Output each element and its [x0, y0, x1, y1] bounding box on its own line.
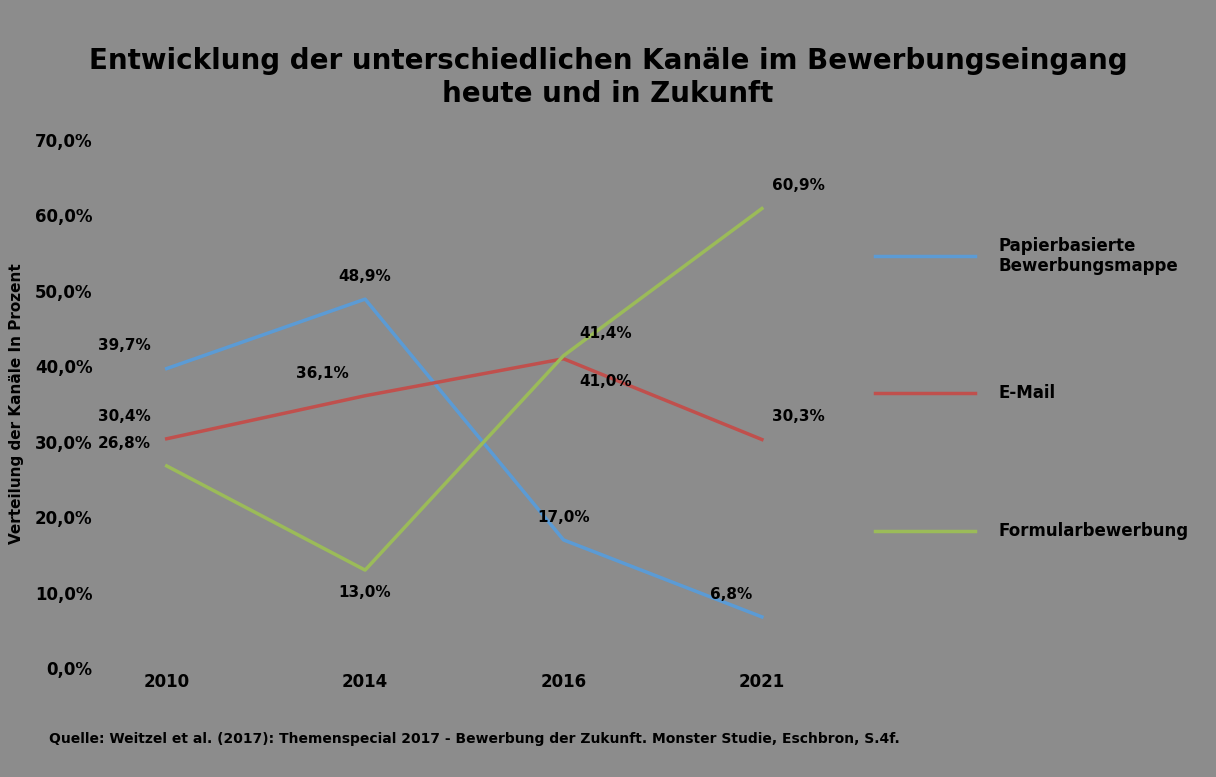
Text: 39,7%: 39,7%	[98, 339, 151, 354]
Text: 6,8%: 6,8%	[710, 587, 751, 602]
Text: 13,0%: 13,0%	[339, 585, 392, 601]
Text: 30,4%: 30,4%	[98, 409, 151, 423]
Text: E-Mail: E-Mail	[998, 385, 1055, 402]
Text: 17,0%: 17,0%	[537, 510, 590, 524]
Text: 60,9%: 60,9%	[772, 179, 824, 193]
Text: Formularbewerbung: Formularbewerbung	[998, 522, 1188, 540]
Text: 26,8%: 26,8%	[97, 436, 151, 451]
Text: Papierbasierte
Bewerbungsmappe: Papierbasierte Bewerbungsmappe	[998, 237, 1178, 276]
Text: 48,9%: 48,9%	[339, 269, 392, 284]
Text: 41,0%: 41,0%	[579, 374, 632, 389]
Text: Quelle: Weitzel et al. (2017): Themenspecial 2017 - Bewerbung der Zukunft. Monst: Quelle: Weitzel et al. (2017): Themenspe…	[49, 732, 900, 746]
Text: 41,4%: 41,4%	[579, 326, 632, 340]
Text: Entwicklung der unterschiedlichen Kanäle im Bewerbungseingang
heute und in Zukun: Entwicklung der unterschiedlichen Kanäle…	[89, 47, 1127, 108]
Text: 36,1%: 36,1%	[297, 366, 349, 381]
Y-axis label: Verteilung der Kanäle In Prozent: Verteilung der Kanäle In Prozent	[9, 263, 23, 545]
Text: 30,3%: 30,3%	[772, 409, 824, 424]
